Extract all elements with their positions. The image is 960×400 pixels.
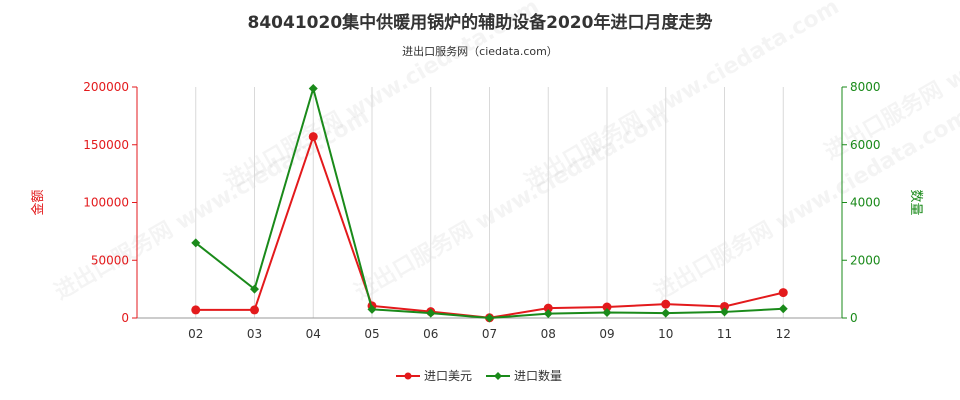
data-point bbox=[543, 309, 553, 319]
data-point bbox=[485, 313, 494, 323]
data-point bbox=[720, 301, 729, 311]
data-point bbox=[250, 284, 259, 294]
legend-label: 进口美元 bbox=[424, 369, 472, 383]
data-point bbox=[191, 305, 201, 315]
chart-subtitle: 进出口服务网（ciedata.com） bbox=[402, 45, 558, 58]
data-point bbox=[543, 303, 553, 313]
y-left-axis-title: 金额 bbox=[30, 189, 46, 215]
data-point bbox=[308, 83, 318, 93]
y-right-tick-label: 2000 bbox=[850, 253, 881, 267]
watermark-text: 进出口服务网 www.ciedata.com bbox=[521, 0, 844, 195]
y-left-tick-label: 50000 bbox=[91, 253, 129, 267]
legend-swatch-marker bbox=[404, 372, 412, 380]
data-point bbox=[602, 308, 612, 318]
x-tick-label: 04 bbox=[306, 327, 321, 341]
data-point bbox=[661, 308, 671, 318]
x-tick-label: 06 bbox=[423, 327, 438, 341]
x-tick-label: 10 bbox=[658, 327, 673, 341]
y-left-tick-label: 100000 bbox=[83, 196, 129, 210]
chart-title: 84041020集中供暖用锅炉的辅助设备2020年进口月度走势 bbox=[247, 13, 713, 33]
y-right-tick-label: 0 bbox=[850, 311, 858, 325]
x-tick-label: 07 bbox=[482, 327, 497, 341]
series bbox=[191, 83, 788, 323]
grid bbox=[136, 87, 843, 318]
data-point bbox=[367, 304, 377, 314]
legend-label: 进口数量 bbox=[514, 368, 562, 383]
x-tick-label: 08 bbox=[541, 327, 556, 341]
data-point bbox=[308, 132, 318, 142]
data-point bbox=[426, 308, 436, 318]
y-right-tick-label: 4000 bbox=[850, 196, 881, 210]
data-point bbox=[250, 305, 259, 315]
x-tick-label: 03 bbox=[247, 327, 262, 341]
y-right-tick-label: 8000 bbox=[850, 80, 881, 94]
legend-swatch-marker bbox=[494, 372, 502, 380]
data-point bbox=[778, 288, 788, 298]
data-point bbox=[191, 238, 201, 248]
x-tick-label: 09 bbox=[599, 327, 614, 341]
x-tick-label: 02 bbox=[188, 327, 203, 341]
x-tick-label: 11 bbox=[717, 327, 732, 341]
x-tick-label: 05 bbox=[364, 327, 379, 341]
x-tick-label: 12 bbox=[776, 327, 791, 341]
data-point bbox=[602, 302, 612, 312]
data-point bbox=[720, 307, 729, 317]
watermark-text: 进出口服务网 www.ciedata.com bbox=[221, 0, 544, 195]
y-right-tick-label: 6000 bbox=[850, 138, 881, 152]
y-left-tick-label: 0 bbox=[121, 311, 129, 325]
legend: 进口美元 进口数量 bbox=[396, 368, 562, 383]
data-point bbox=[661, 299, 671, 309]
y-left-tick-label: 150000 bbox=[83, 138, 129, 152]
y-right-axis-title: 数量 bbox=[908, 189, 923, 215]
y-left-tick-label: 200000 bbox=[83, 80, 129, 94]
data-point bbox=[778, 304, 788, 314]
